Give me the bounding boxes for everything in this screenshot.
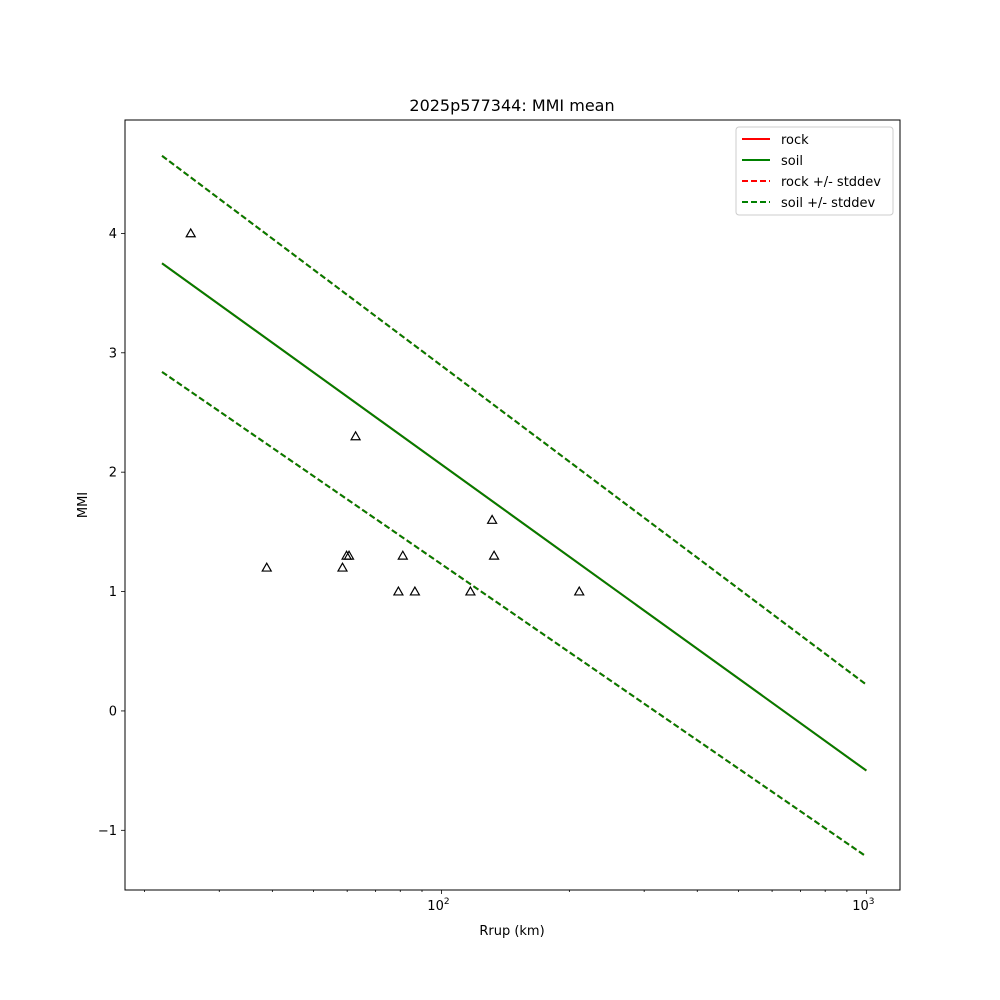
observation-point	[350, 430, 362, 441]
y-tick-label: 2	[109, 466, 117, 481]
legend: rock soil rock +/- stddev soil +/- stddev	[735, 126, 894, 216]
chart-title: 2025p577344: MMI mean	[409, 96, 614, 115]
x-tick-label-base: 10	[427, 899, 444, 914]
legend-label: rock +/- stddev	[781, 175, 881, 190]
series-soil-line	[161, 262, 867, 772]
x-axis-ticks: 102 103	[427, 890, 874, 914]
x-axis-label: Rrup (km)	[479, 924, 544, 939]
observation-point	[488, 550, 500, 560]
series-layer	[161, 155, 867, 858]
y-tick-label: 3	[109, 346, 117, 361]
y-axis-label: MMI	[76, 492, 91, 518]
observation-point	[486, 514, 498, 524]
y-tick-label: 1	[109, 585, 117, 600]
series-soil-stddev-lower-line	[161, 371, 867, 858]
legend-label: soil +/- stddev	[781, 196, 876, 211]
plot-frame	[124, 119, 901, 891]
observation-point	[397, 550, 409, 560]
x-tick-label: 102	[427, 897, 449, 914]
legend-box	[735, 126, 894, 216]
plot-area	[125, 120, 900, 890]
y-tick-label: −1	[98, 824, 117, 839]
series-soil-stddev-upper-line	[161, 155, 867, 686]
x-tick-label-base: 10	[852, 899, 869, 914]
observation-point	[392, 585, 404, 596]
y-tick-label: 4	[109, 227, 117, 242]
legend-label: soil	[781, 154, 803, 169]
x-tick-label: 103	[852, 897, 874, 914]
y-tick-label: 0	[109, 704, 117, 719]
legend-label: rock	[781, 133, 809, 148]
observation-point	[336, 561, 349, 572]
x-tick-label-exponent: 2	[444, 897, 450, 907]
observation-point	[185, 227, 197, 238]
observation-point	[464, 585, 476, 596]
observation-markers	[185, 227, 585, 596]
observation-point	[261, 561, 273, 572]
observation-point	[573, 585, 585, 596]
observation-point	[409, 585, 421, 596]
y-axis-ticks: −1 0 1 2 3 4	[98, 227, 125, 839]
x-tick-label-exponent: 3	[869, 897, 875, 907]
observation-point	[343, 550, 355, 560]
